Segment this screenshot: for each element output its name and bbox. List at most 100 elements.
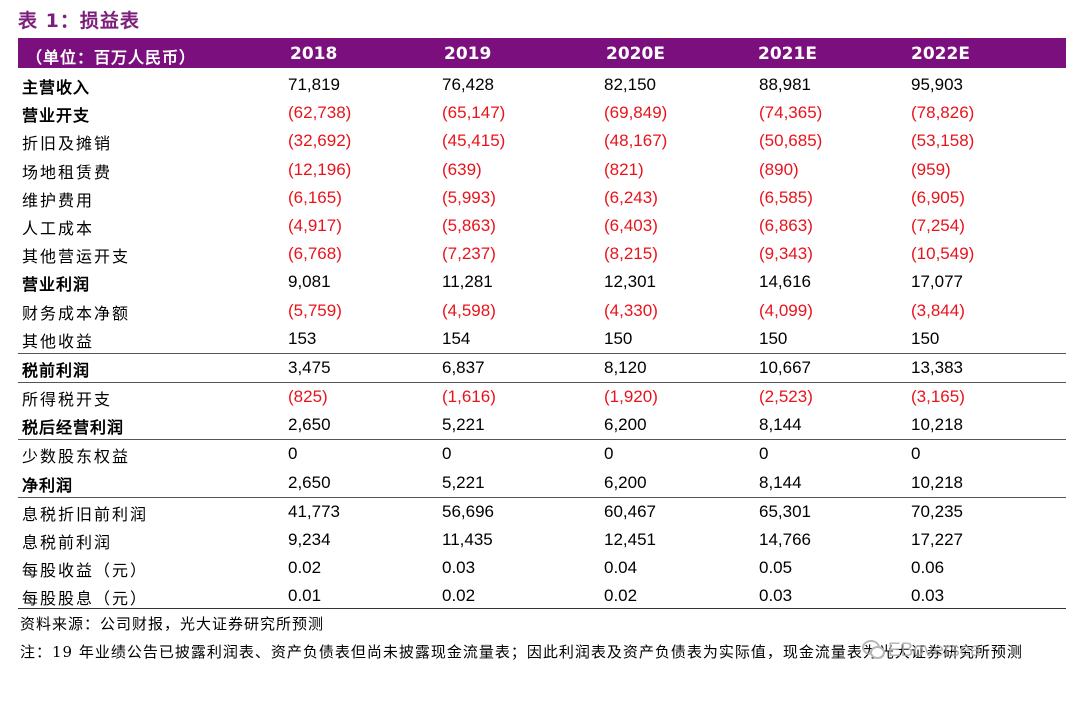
value-cell: (6,585)	[759, 187, 813, 207]
row-label: 场地租赁费	[22, 162, 113, 182]
value-cell: 0.02	[288, 558, 322, 578]
row-label: 息税前利润	[22, 533, 113, 552]
value-cell: (78,826)	[911, 103, 975, 123]
row-label: 税前利润	[22, 360, 91, 380]
value-cell: (821)	[604, 159, 644, 179]
row-label: 其他收益	[22, 331, 95, 351]
value-cell: 8,144	[759, 415, 802, 435]
table-row: 营业开支 (62,738) (65,147) (69,849) (74,365) (78,…	[18, 99, 1066, 127]
value-cell: 6,200	[604, 472, 647, 492]
value-cell: 95,903	[911, 75, 963, 94]
row-label: 维护费用	[22, 190, 95, 210]
value-cell: 11,281	[442, 272, 493, 292]
value-cell: 0.05	[759, 558, 793, 578]
table-row: 人工成本 (4,917) (5,863) (6,403) (6,863) (7,254)	[18, 212, 1066, 240]
year-header: 2020E	[606, 44, 665, 64]
table-row: 每股股息（元） 0.01 0.02 0.02 0.03 0.03	[18, 582, 1066, 610]
value-cell: (959)	[911, 159, 951, 179]
row-label: 财务成本净额	[22, 303, 131, 323]
value-cell: (65,147)	[442, 103, 506, 123]
value-cell: (4,330)	[604, 300, 658, 320]
value-cell: 150	[759, 328, 788, 348]
value-cell: 82,150	[604, 75, 656, 94]
table-row: 折旧及摊销 (32,692) (45,415) (48,167) (50,685) (53…	[18, 127, 1066, 155]
value-cell: (1,920)	[604, 387, 658, 407]
income-statement-table: 主营收入 71,819 76,428 82,150 88,981 95,903 营业开支 (6…	[18, 71, 1066, 611]
row-label: 净利润	[22, 475, 74, 495]
value-cell: 5,221	[442, 415, 485, 435]
value-cell: (6,905)	[911, 187, 965, 207]
value-cell: (8,215)	[604, 244, 658, 264]
value-cell: (4,099)	[759, 300, 813, 320]
year-header: 2019	[444, 44, 492, 64]
value-cell: 14,766	[759, 530, 811, 549]
value-cell: 9,234	[288, 530, 331, 549]
value-cell: 8,120	[604, 357, 647, 377]
table-row: 场地租赁费 (12,196) (639) (821) (890) (959)	[18, 156, 1066, 184]
value-cell: 0.04	[604, 558, 638, 578]
value-cell: 2,650	[288, 472, 331, 492]
table-row: 其他营运开支 (6,768) (7,237) (8,215) (9,343) (10,54…	[18, 240, 1066, 268]
footnote: 注：19 年业绩公告已披露利润表、资产负债表但尚未披露现金流量表；因此利润表及资…	[20, 643, 1023, 661]
value-cell: 0	[604, 444, 614, 464]
table-row: 净利润 2,650 5,221 6,200 8,144 10,218	[18, 469, 1066, 498]
value-cell: (3,165)	[911, 387, 965, 407]
year-header: 2018	[290, 44, 338, 64]
value-cell: (6,863)	[759, 215, 813, 235]
value-cell: 150	[604, 328, 633, 348]
value-cell: 5,221	[442, 472, 485, 492]
row-label: 每股股息（元）	[22, 589, 149, 609]
value-cell: (32,692)	[288, 131, 352, 151]
value-cell: 12,301	[604, 272, 656, 292]
value-cell: (5,759)	[288, 300, 342, 320]
value-cell: 76,428	[442, 75, 494, 94]
value-cell: 0	[911, 444, 921, 464]
value-cell: 0	[442, 444, 452, 464]
value-cell: 10,218	[911, 472, 963, 492]
value-cell: 88,981	[759, 75, 811, 94]
row-label: 营业利润	[22, 275, 91, 295]
row-label: 人工成本	[22, 218, 95, 238]
value-cell: 6,837	[442, 357, 485, 377]
table-row: 维护费用 (6,165) (5,993) (6,243) (6,585) (6,905)	[18, 184, 1066, 212]
value-cell: (12,196)	[288, 159, 352, 179]
value-cell: 70,235	[911, 501, 963, 521]
value-cell: (62,738)	[288, 103, 352, 123]
value-cell: 150	[911, 328, 940, 348]
value-cell: 0.02	[442, 586, 476, 606]
value-cell: (4,598)	[442, 300, 496, 320]
row-label: 其他营运开支	[22, 247, 131, 267]
value-cell: 0.03	[911, 586, 945, 606]
value-cell: 56,696	[442, 501, 494, 521]
value-cell: 3,475	[288, 357, 331, 377]
value-cell: 0.03	[442, 558, 476, 578]
value-cell: 9,081	[288, 272, 331, 292]
value-cell: 11,435	[442, 530, 493, 549]
value-cell: 17,227	[911, 530, 963, 549]
value-cell: (10,549)	[911, 244, 975, 264]
row-label: 主营收入	[22, 78, 91, 97]
value-cell: (6,165)	[288, 187, 342, 207]
value-cell: (9,343)	[759, 244, 813, 264]
value-cell: (7,237)	[442, 244, 496, 264]
value-cell: 10,218	[911, 415, 963, 435]
value-cell: (6,243)	[604, 187, 658, 207]
value-cell: 10,667	[759, 357, 811, 377]
year-header: 2022E	[911, 44, 970, 64]
value-cell: 17,077	[911, 272, 963, 292]
row-label: 所得税开支	[22, 390, 113, 410]
value-cell: 13,383	[911, 357, 963, 377]
watermark-text: EBoversea	[888, 640, 981, 661]
value-cell: 154	[442, 328, 471, 348]
value-cell: (53,158)	[911, 131, 975, 151]
row-label: 每股收益（元）	[22, 561, 149, 581]
value-cell: 14,616	[759, 272, 811, 292]
value-cell: (74,365)	[759, 103, 823, 123]
value-cell: (5,993)	[442, 187, 496, 207]
value-cell: (4,917)	[288, 215, 342, 235]
row-label: 息税折旧前利润	[22, 504, 149, 524]
row-label: 少数股东权益	[22, 447, 131, 467]
value-cell: (5,863)	[442, 215, 496, 235]
table-row: 营业利润 9,081 11,281 12,301 14,616 17,077	[18, 268, 1066, 296]
value-cell: (6,403)	[604, 215, 658, 235]
